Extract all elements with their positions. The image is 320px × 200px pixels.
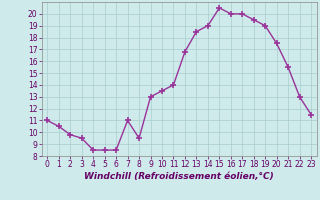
- X-axis label: Windchill (Refroidissement éolien,°C): Windchill (Refroidissement éolien,°C): [84, 172, 274, 181]
